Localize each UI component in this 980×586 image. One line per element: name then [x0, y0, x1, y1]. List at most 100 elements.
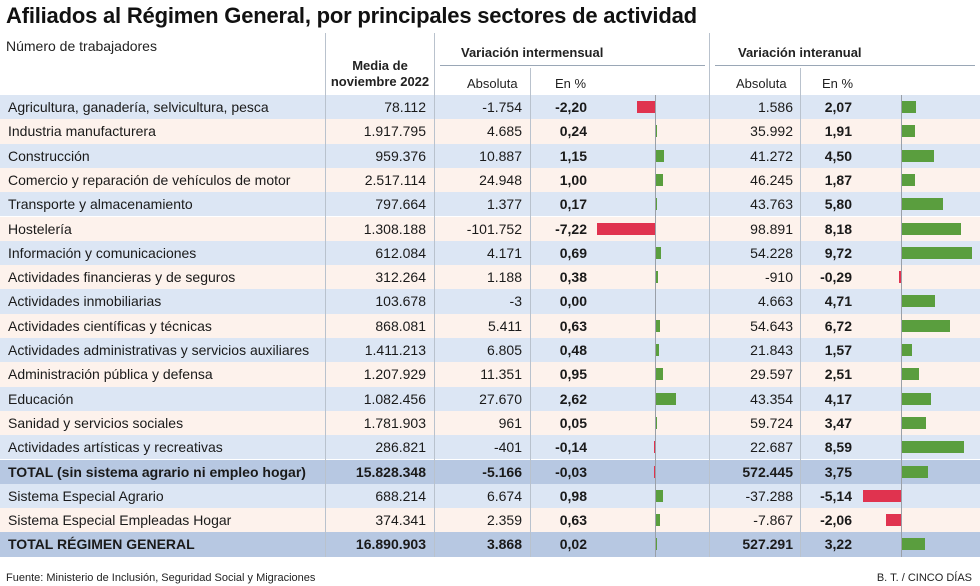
- table-row: Actividades artísticas y recreativas 286.…: [0, 435, 980, 460]
- column-divider: [434, 95, 435, 557]
- pct-m-value: -2,20: [555, 99, 587, 115]
- abs-m-header: Absoluta: [467, 76, 518, 91]
- abs-a-value: -37.288: [745, 487, 793, 504]
- media-value: 2.517.114: [364, 171, 426, 188]
- interanual-header: Variación interanual: [738, 45, 862, 60]
- media-header-line2: noviembre 2022: [330, 74, 430, 89]
- media-header-line1: Media de: [352, 58, 408, 73]
- column-divider: [530, 95, 531, 557]
- interanual-bar: [901, 173, 915, 186]
- pct-a-value: 8,18: [824, 220, 852, 237]
- media-value: 15.828.348: [355, 463, 426, 480]
- pct-m-value: 0,63: [559, 512, 587, 529]
- media-value: 312.264: [375, 269, 426, 286]
- media-value: 16.890.903: [355, 536, 426, 553]
- abs-m-value: 6.674: [486, 487, 522, 504]
- interanual-bar: [901, 319, 951, 332]
- header-divider: [800, 68, 801, 95]
- interanual-bar: [901, 295, 936, 308]
- pct-m-value: 0,63: [559, 317, 587, 334]
- media-value: 612.084: [375, 244, 426, 261]
- intermensual-bar: [655, 489, 663, 502]
- abs-a-header: Absoluta: [736, 76, 787, 91]
- media-value: 103.678: [375, 293, 426, 310]
- interanual-bar: [901, 198, 944, 211]
- abs-m-value: 6.805: [486, 342, 522, 358]
- table-row: Actividades inmobiliarias 103.678 -3 0,00 4.…: [0, 289, 980, 314]
- intermensual-zero-axis: [655, 95, 656, 557]
- row-label: TOTAL (sin sistema agrario ni empleo hog…: [8, 463, 306, 480]
- pct-m-value: 0,69: [559, 244, 587, 261]
- intermensual-bar: [655, 246, 661, 259]
- row-label: Información y comunicaciones: [8, 244, 197, 261]
- pct-m-value: 0,24: [559, 123, 587, 140]
- abs-m-value: 10.887: [479, 147, 522, 164]
- row-label: Construcción: [8, 147, 90, 164]
- table-row: Administración pública y defensa 1.207.92…: [0, 362, 980, 387]
- abs-a-value: -7.867: [753, 512, 793, 529]
- abs-m-value: 11.351: [480, 366, 522, 383]
- intermensual-bar: [655, 271, 659, 284]
- media-value: 374.341: [375, 512, 426, 529]
- table-row: Sistema Especial Agrario 688.214 6.674 0,98…: [0, 483, 980, 509]
- abs-a-value: 43.763: [750, 196, 793, 213]
- media-value: 688.214: [375, 487, 426, 504]
- pct-m-value: 0,05: [559, 414, 587, 431]
- media-value: 797.664: [375, 196, 426, 213]
- row-label: Transporte y almacenamiento: [8, 196, 193, 213]
- header-divider: [709, 33, 710, 95]
- table-row: Educación 1.082.456 27.670 2,62 43.354 4,17: [0, 386, 980, 411]
- pct-m-value: -0,03: [555, 463, 587, 480]
- table-row: Actividades financieras y de seguros 312.…: [0, 265, 980, 290]
- media-value: 1.411.213: [364, 342, 426, 358]
- media-value: 286.821: [375, 439, 426, 456]
- abs-a-value: 98.891: [750, 220, 793, 237]
- row-label: Sistema Especial Agrario: [8, 487, 164, 504]
- abs-m-value: 2.359: [486, 512, 522, 529]
- pct-m-value: 0,98: [559, 487, 587, 504]
- abs-a-value: 22.687: [750, 439, 793, 456]
- intermensual-bar: [637, 101, 655, 113]
- pct-a-value: 9,72: [824, 244, 852, 261]
- media-value: 1.082.456: [363, 390, 426, 407]
- media-value: 78.112: [384, 99, 426, 115]
- pct-a-value: -2,06: [820, 512, 852, 529]
- header-divider: [530, 68, 531, 95]
- abs-m-value: 1.188: [486, 269, 522, 286]
- abs-m-value: 5.411: [488, 317, 522, 334]
- abs-m-value: 1.377: [486, 196, 522, 213]
- abs-a-value: 43.354: [750, 390, 793, 407]
- pct-a-value: 4,50: [824, 147, 852, 164]
- row-label: Actividades científicas y técnicas: [8, 317, 212, 334]
- pct-a-value: 6,72: [824, 317, 852, 334]
- intermensual-bar: [655, 173, 663, 186]
- pct-a-value: -0,29: [820, 269, 852, 286]
- interanual-bar: [901, 149, 934, 162]
- table-row: Transporte y almacenamiento 797.664 1.377 0…: [0, 192, 980, 217]
- row-label: TOTAL RÉGIMEN GENERAL: [8, 536, 195, 553]
- table-row: Hostelería 1.308.188 -101.752 -7,22 98.891 8,…: [0, 216, 980, 241]
- pct-a-value: 2,07: [824, 99, 852, 115]
- media-value: 1.207.929: [363, 366, 426, 383]
- intermensual-bar: [653, 441, 655, 454]
- interanual-bar: [901, 416, 927, 429]
- interanual-bar: [901, 538, 925, 551]
- row-label: Sistema Especial Empleadas Hogar: [8, 512, 232, 529]
- pct-a-value: 4,17: [824, 390, 852, 407]
- row-label: Hostelería: [8, 220, 72, 237]
- abs-m-value: 27.670: [479, 390, 522, 407]
- intermensual-bar: [655, 392, 676, 405]
- abs-m-value: -1.754: [482, 99, 522, 115]
- row-label: Educación: [8, 390, 74, 407]
- interanual-bar: [901, 222, 961, 235]
- table-row: Sanidad y servicios sociales 1.781.903 961…: [0, 410, 980, 436]
- column-divider: [325, 95, 326, 557]
- interanual-bar: [901, 344, 913, 356]
- interanual-bar: [901, 246, 972, 259]
- abs-m-value: 24.948: [479, 171, 522, 188]
- abs-a-value: 59.724: [750, 414, 793, 431]
- intermensual-bar: [655, 149, 665, 162]
- pct-m-header: En %: [555, 76, 587, 91]
- abs-a-value: 1.586: [757, 99, 793, 115]
- abs-m-value: 4.685: [486, 123, 522, 140]
